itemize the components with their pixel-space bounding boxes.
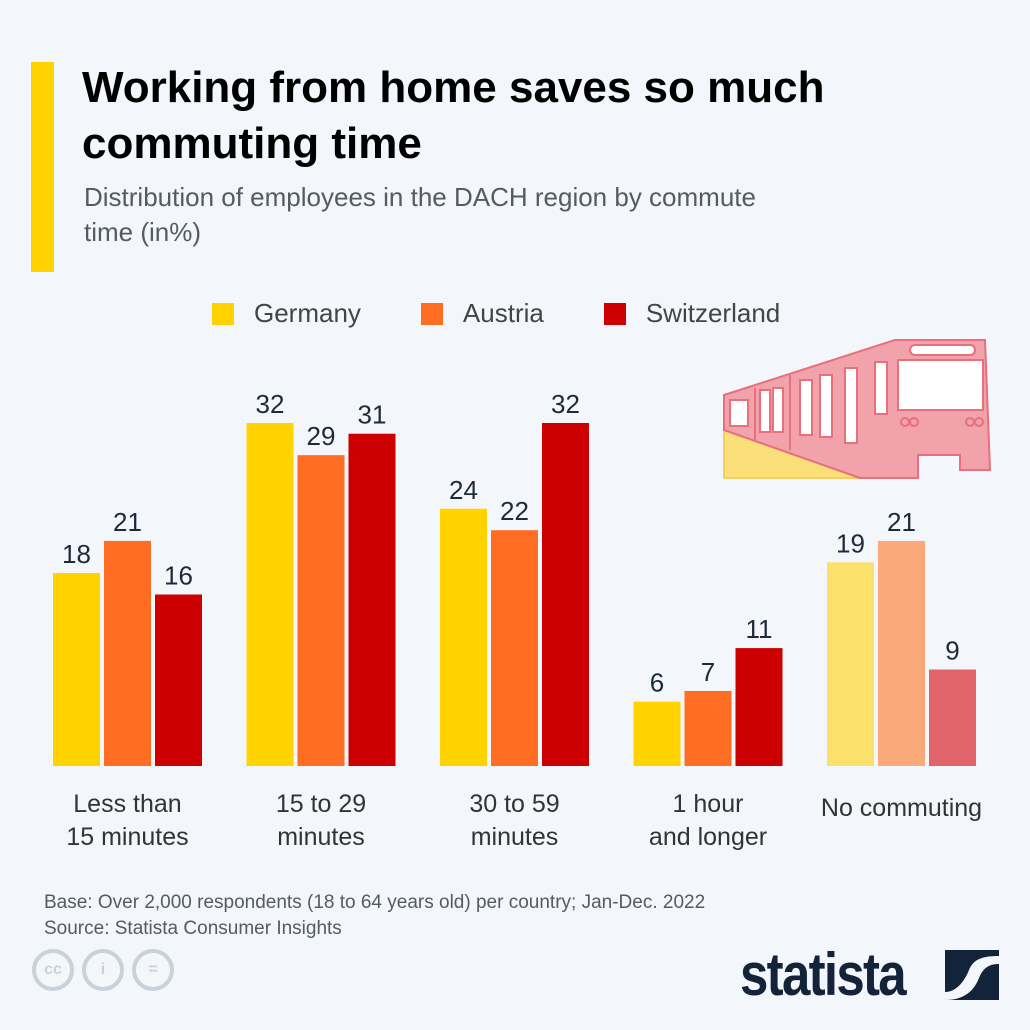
legend-item-austria: Austria xyxy=(420,298,544,329)
data-label: 11 xyxy=(746,614,773,644)
legend-label: Germany xyxy=(254,298,361,328)
bar-germany xyxy=(633,701,681,766)
statista-logo[interactable]: statista xyxy=(740,940,999,1009)
legend-item-germany: Germany xyxy=(212,298,361,329)
data-label: 16 xyxy=(164,561,193,591)
category-label: 30 to 59 xyxy=(469,790,559,818)
data-label: 32 xyxy=(551,389,580,419)
train-illustration-icon xyxy=(723,339,992,479)
bar-austria xyxy=(878,540,925,766)
bar-switzerland xyxy=(735,648,783,766)
data-label: 22 xyxy=(500,496,529,526)
category-label: Less than xyxy=(73,790,181,818)
statista-logo-icon xyxy=(945,950,999,1000)
data-label: 9 xyxy=(945,636,959,666)
cc-icon[interactable]: cc xyxy=(32,949,74,991)
bar-switzerland xyxy=(542,423,589,766)
bar-germany xyxy=(246,423,294,766)
category-label: No commuting xyxy=(821,794,982,822)
legend-item-switzerland: Switzerland xyxy=(603,298,781,329)
source-note: Source: Statista Consumer Insights xyxy=(44,918,342,939)
category-label: 15 minutes xyxy=(66,823,188,851)
data-label: 21 xyxy=(113,507,142,537)
bar-germany xyxy=(53,573,100,766)
legend-swatch xyxy=(212,302,234,325)
bar-switzerland xyxy=(929,669,976,766)
legend-label: Switzerland xyxy=(645,298,781,328)
chart-footer: Base: Over 2,000 respondents (18 to 64 y… xyxy=(44,890,705,942)
data-label: 24 xyxy=(449,475,478,505)
legend-swatch xyxy=(420,302,443,325)
data-label: 31 xyxy=(358,400,387,430)
cc-by-icon[interactable]: i xyxy=(82,949,124,991)
chart-subtitle: Distribution of employees in the DACH re… xyxy=(84,182,756,247)
data-label: 6 xyxy=(650,668,664,698)
bar-germany xyxy=(827,562,874,766)
legend-label: Austria xyxy=(462,298,544,328)
category-label: 1 hour xyxy=(673,790,744,818)
bar-switzerland xyxy=(155,594,202,766)
data-label: 19 xyxy=(836,528,865,558)
bar-switzerland xyxy=(348,433,396,766)
cc-nd-icon[interactable]: = xyxy=(132,949,174,991)
bar-austria xyxy=(491,530,538,766)
category-label: minutes xyxy=(277,823,365,851)
bar-austria xyxy=(104,540,151,766)
bar-austria xyxy=(684,690,732,766)
category-label: minutes xyxy=(471,823,559,851)
chart-title: Working from home saves so much commutin… xyxy=(82,63,825,168)
data-label: 7 xyxy=(701,657,715,687)
data-label: 32 xyxy=(256,389,285,419)
category-label: 15 to 29 xyxy=(276,790,366,818)
legend-swatch xyxy=(603,302,626,325)
base-note: Base: Over 2,000 respondents (18 to 64 y… xyxy=(44,892,706,913)
legend: Germany Austria Switzerland xyxy=(212,298,840,329)
data-label: 21 xyxy=(887,507,916,537)
data-label: 18 xyxy=(62,539,91,569)
bar-germany xyxy=(440,508,487,766)
data-label: 29 xyxy=(307,421,336,451)
statista-logo-text: statista xyxy=(740,941,907,1008)
bar-austria xyxy=(297,455,345,766)
license-icons: cc i = xyxy=(32,949,174,991)
title-accent-bar xyxy=(31,62,54,272)
category-label: and longer xyxy=(649,823,767,851)
